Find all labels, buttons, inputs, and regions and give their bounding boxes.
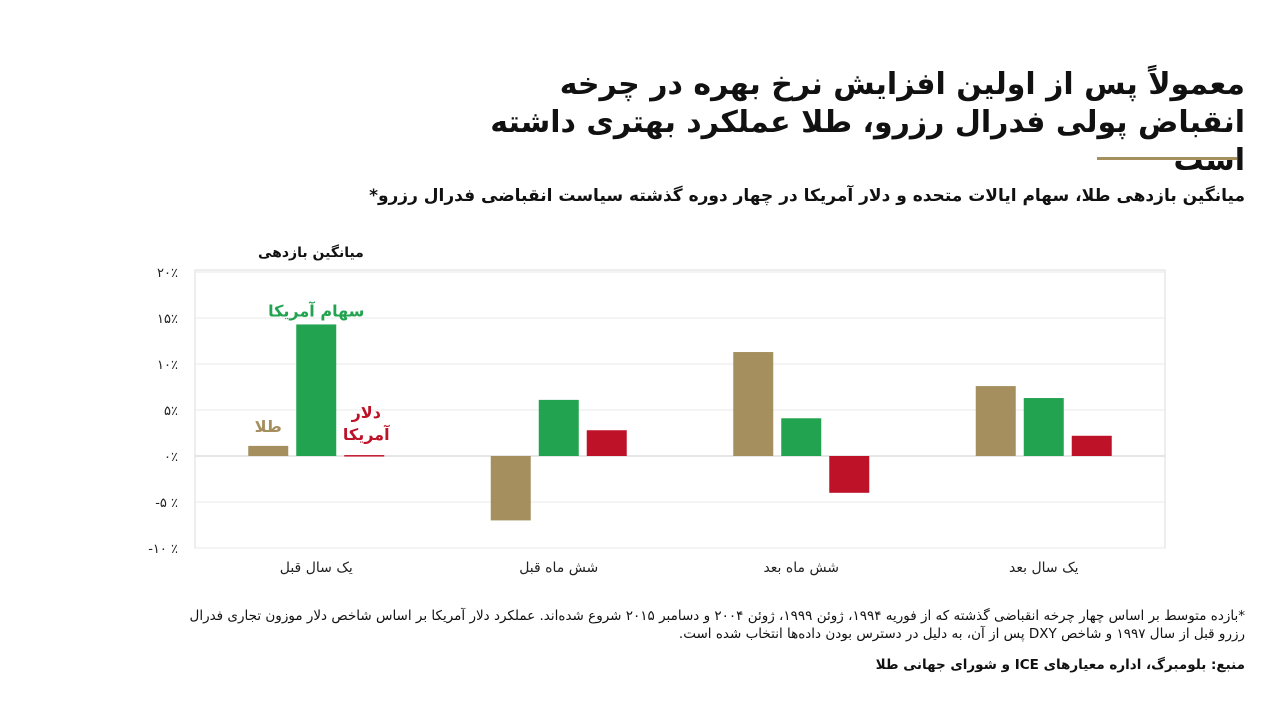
- bar-gold: [248, 445, 289, 456]
- bar-us-stocks: [1023, 398, 1064, 456]
- x-tick-label: یک سال بعد: [1009, 560, 1079, 576]
- bar-gold: [490, 456, 531, 521]
- y-tick-label: ۱۰٪: [157, 358, 178, 373]
- y-axis-label: میانگین بازدهی: [258, 244, 364, 261]
- bar-gold: [733, 352, 774, 456]
- footnote: *بازده متوسط بر اساس چهار چرخه انقباضی گ…: [189, 608, 1245, 642]
- page-title: معمولاً پس از اولین افزایش نرخ بهره در چ…: [490, 67, 1245, 178]
- y-tick-label: -۵ ٪: [155, 496, 178, 511]
- title-underline: [1097, 157, 1237, 160]
- y-tick-label: ۵٪: [164, 404, 178, 419]
- bar-us-stocks: [538, 399, 579, 456]
- y-tick-label: ۲۰٪: [157, 266, 178, 281]
- source-note: منبع: بلومبرگ، اداره معیارهای ICE و شورا…: [875, 657, 1245, 673]
- bar-us-dollar: [829, 456, 870, 493]
- y-tick-label: -۱۰ ٪: [148, 542, 178, 557]
- chart-subtitle: میانگین بازدهی طلا، سهام ایالات متحده و …: [369, 186, 1245, 206]
- x-tick-label: یک سال قبل: [280, 560, 353, 576]
- series-label-us-dollar: آمریکا: [343, 424, 390, 444]
- x-tick-label: شش ماه بعد: [763, 560, 839, 576]
- y-tick-label: ۰٪: [164, 450, 178, 465]
- bar-us-stocks: [296, 324, 337, 456]
- bar-us-dollar: [1071, 435, 1112, 456]
- bar-gold: [975, 386, 1016, 456]
- series-label-us-stocks: سهام آمریکا: [268, 300, 364, 320]
- x-tick-label: شش ماه قبل: [519, 560, 598, 576]
- bar-us-stocks: [781, 418, 822, 456]
- series-label-us-dollar: دلار: [351, 403, 381, 422]
- series-label-gold: طلا: [255, 417, 282, 436]
- bar-us-dollar: [586, 430, 627, 456]
- y-tick-label: ۱۵٪: [157, 312, 178, 327]
- bar-us-dollar: [344, 455, 385, 457]
